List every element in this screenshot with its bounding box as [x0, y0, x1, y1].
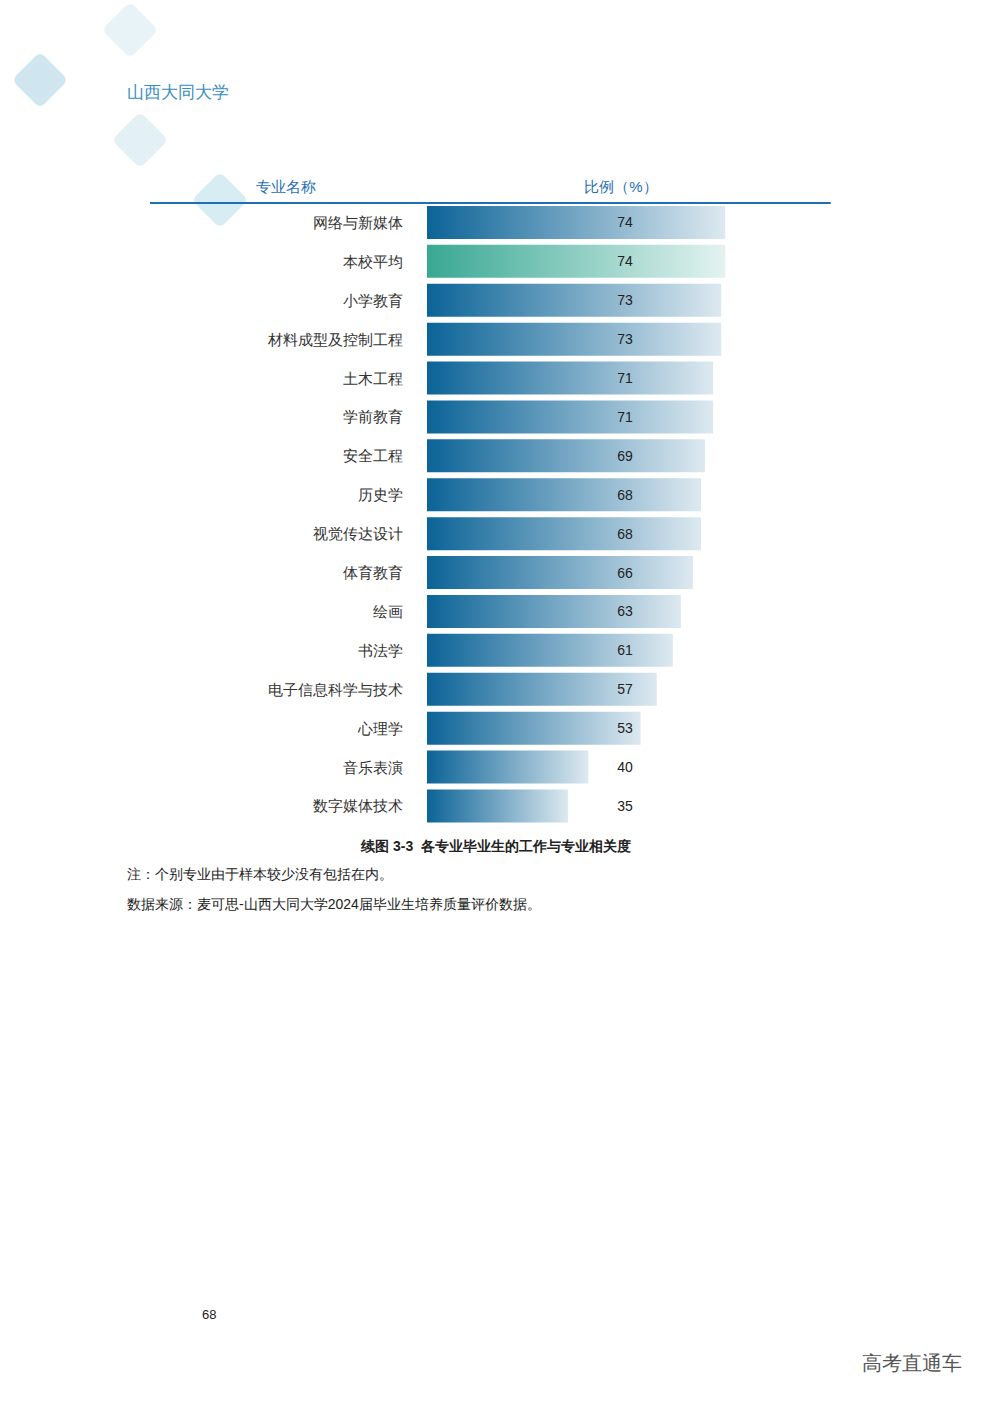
svg-text:68: 68	[202, 1307, 216, 1322]
svg-text:69: 69	[617, 448, 633, 464]
svg-text:土木工程: 土木工程	[343, 370, 403, 387]
svg-text:历史学: 历史学	[358, 486, 403, 503]
svg-text:57: 57	[617, 681, 633, 697]
svg-text:电子信息科学与技术: 电子信息科学与技术	[268, 681, 403, 698]
svg-text:53: 53	[617, 720, 633, 736]
svg-text:体育教育: 体育教育	[343, 564, 403, 581]
svg-text:注：个别专业由于样本较少没有包括在内。: 注：个别专业由于样本较少没有包括在内。	[127, 866, 393, 882]
svg-text:专业名称: 专业名称	[256, 178, 316, 195]
svg-text:音乐表演: 音乐表演	[343, 759, 403, 776]
svg-text:小学教育: 小学教育	[343, 292, 403, 309]
svg-text:73: 73	[617, 292, 633, 308]
svg-text:71: 71	[617, 370, 633, 386]
svg-text:安全工程: 安全工程	[343, 447, 403, 464]
svg-text:40: 40	[617, 759, 633, 775]
svg-text:绘画: 绘画	[373, 603, 403, 620]
svg-text:63: 63	[617, 603, 633, 619]
svg-text:68: 68	[617, 526, 633, 542]
svg-text:73: 73	[617, 331, 633, 347]
svg-text:山西大同大学: 山西大同大学	[127, 83, 229, 102]
svg-text:66: 66	[617, 565, 633, 581]
svg-text:数据来源：麦可思-山西大同大学2024届毕业生培养质量评价数: 数据来源：麦可思-山西大同大学2024届毕业生培养质量评价数据。	[127, 896, 541, 912]
svg-text:视觉传达设计: 视觉传达设计	[313, 525, 403, 542]
svg-text:心理学: 心理学	[357, 720, 403, 737]
svg-text:网络与新媒体: 网络与新媒体	[313, 214, 403, 231]
svg-text:68: 68	[617, 487, 633, 503]
svg-text:74: 74	[617, 214, 633, 230]
svg-text:比例（%）: 比例（%）	[584, 178, 657, 195]
svg-text:高考直通车: 高考直通车	[862, 1352, 962, 1374]
svg-text:学前教育: 学前教育	[343, 408, 403, 425]
svg-text:本校平均: 本校平均	[343, 253, 403, 270]
svg-text:材料成型及控制工程: 材料成型及控制工程	[267, 331, 403, 348]
svg-text:74: 74	[617, 253, 633, 269]
svg-text:续图 3-3 各专业毕业生的工作与专业相关度: 续图 3-3 各专业毕业生的工作与专业相关度	[360, 838, 631, 854]
svg-text:数字媒体技术: 数字媒体技术	[313, 797, 403, 814]
svg-text:61: 61	[617, 642, 633, 658]
svg-text:71: 71	[617, 409, 633, 425]
svg-text:35: 35	[617, 798, 633, 814]
svg-text:书法学: 书法学	[358, 642, 403, 659]
